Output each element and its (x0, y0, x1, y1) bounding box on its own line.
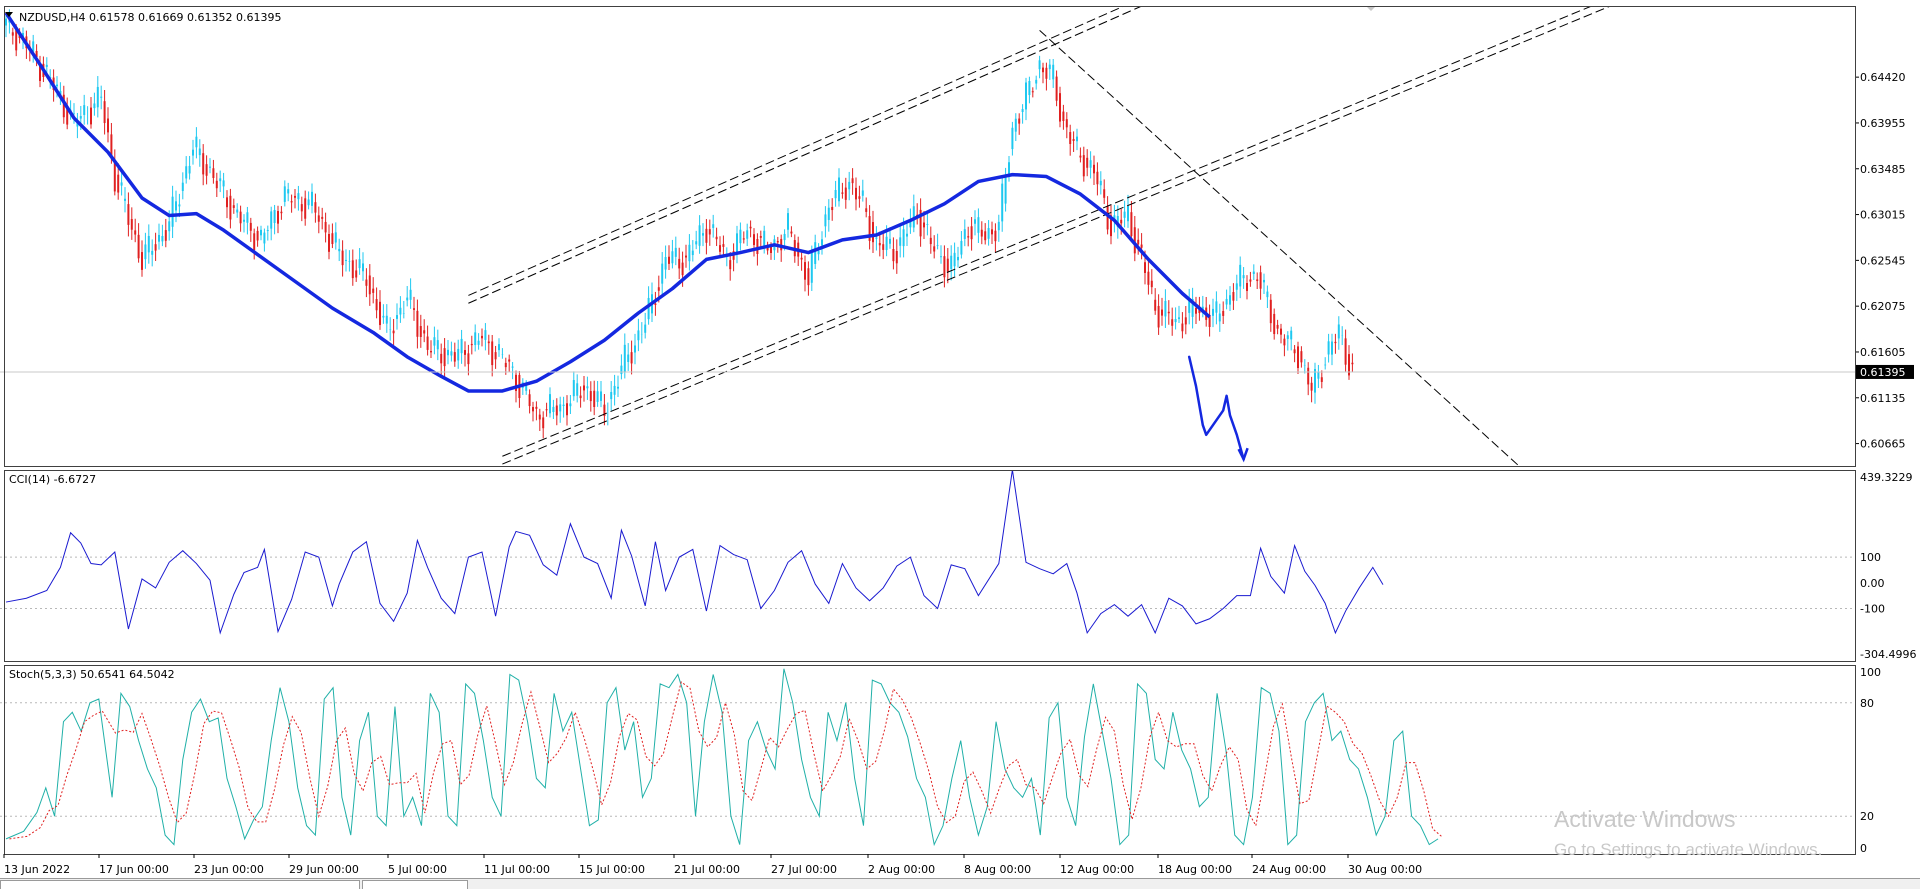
stoch-title: Stoch(5,3,3) 50.6541 64.5042 (9, 668, 175, 681)
stoch-main-line (5, 668, 1439, 847)
stoch-tick-label: 20 (1860, 810, 1874, 823)
cci-tick-label: 0.00 (1860, 577, 1885, 590)
channel-line-1 (468, 6, 1144, 304)
chart-tab[interactable] (362, 880, 468, 889)
channel-line-3 (502, 6, 1612, 465)
current-price-label: 0.61395 (1860, 366, 1906, 379)
symbol-header[interactable]: NZDUSD,H4 0.61578 0.61669 0.61352 0.6139… (19, 11, 281, 24)
activate-windows-subtitle: Go to Settings to activate Windows. (1554, 840, 1823, 859)
cci-tick-label: 100 (1860, 551, 1881, 564)
activate-windows-title: Activate Windows (1554, 806, 1736, 832)
symbol-dropdown-icon (5, 12, 13, 17)
time-tick-label: 5 Jul 00:00 (388, 863, 447, 876)
current-price-box (1856, 364, 1914, 379)
time-tick-label: 12 Aug 00:00 (1060, 863, 1134, 876)
time-tick-label: 11 Jul 00:00 (484, 863, 550, 876)
price-tick-label: 0.62075 (1860, 300, 1906, 313)
cci-line (5, 470, 1384, 635)
stoch-plot-layer (5, 668, 1442, 847)
time-tick-label: 8 Aug 00:00 (964, 863, 1031, 876)
time-tick-label: 27 Jul 00:00 (771, 863, 837, 876)
price-tick-label: 0.61135 (1860, 392, 1906, 405)
cci-tick-label: -100 (1860, 602, 1885, 615)
price-tick-label: 0.64420 (1860, 71, 1906, 84)
arrow-head (1237, 447, 1249, 463)
price-tick-label: 0.62545 (1860, 254, 1906, 267)
cci-plot-layer (5, 470, 1384, 635)
time-tick-label: 29 Jun 00:00 (289, 863, 359, 876)
time-tick-label: 17 Jun 00:00 (99, 863, 169, 876)
cci-title: CCI(14) -6.6727 (9, 473, 96, 486)
panel-frame-2 (4, 665, 1856, 855)
stoch-tick-label: 0 (1860, 842, 1867, 855)
time-tick-label: 13 Jun 2022 (4, 863, 70, 876)
price-tick-label: 0.63015 (1860, 209, 1906, 222)
price-tick-label: 0.63485 (1860, 163, 1906, 176)
panel-frame-0 (4, 6, 1856, 467)
price-tick-label: 0.61605 (1860, 346, 1906, 359)
price-plot-layer (0, 6, 1855, 466)
stoch-tick-label: 100 (1860, 666, 1881, 679)
time-tick-label: 23 Jun 00:00 (194, 863, 264, 876)
trend-line (1039, 29, 1520, 466)
price-tick-label: 0.60665 (1860, 438, 1906, 451)
cci-tick-label: 439.3229 (1860, 471, 1913, 484)
chart-shift-marker (1366, 6, 1376, 11)
cci-tick-label: -304.4996 (1860, 648, 1916, 661)
moving-average-line (4, 11, 1211, 393)
stoch-signal-line (9, 681, 1442, 840)
time-tick-label: 2 Aug 00:00 (868, 863, 935, 876)
time-tick-label: 21 Jul 00:00 (674, 863, 740, 876)
channel-line-2 (468, 6, 1126, 296)
panel-frame-1 (4, 470, 1856, 662)
hand-drawn-arrow (1187, 355, 1245, 461)
time-tick-label: 24 Aug 00:00 (1252, 863, 1326, 876)
time-tick-label: 15 Jul 00:00 (579, 863, 645, 876)
timeframe-tab-strip (0, 878, 1920, 889)
time-tick-label: 18 Aug 00:00 (1158, 863, 1232, 876)
stoch-tick-label: 80 (1860, 697, 1874, 710)
channel-line-4 (502, 6, 1593, 457)
time-tick-label: 30 Aug 00:00 (1348, 863, 1422, 876)
chart-tab[interactable] (0, 880, 360, 889)
price-tick-label: 0.63955 (1860, 117, 1906, 130)
